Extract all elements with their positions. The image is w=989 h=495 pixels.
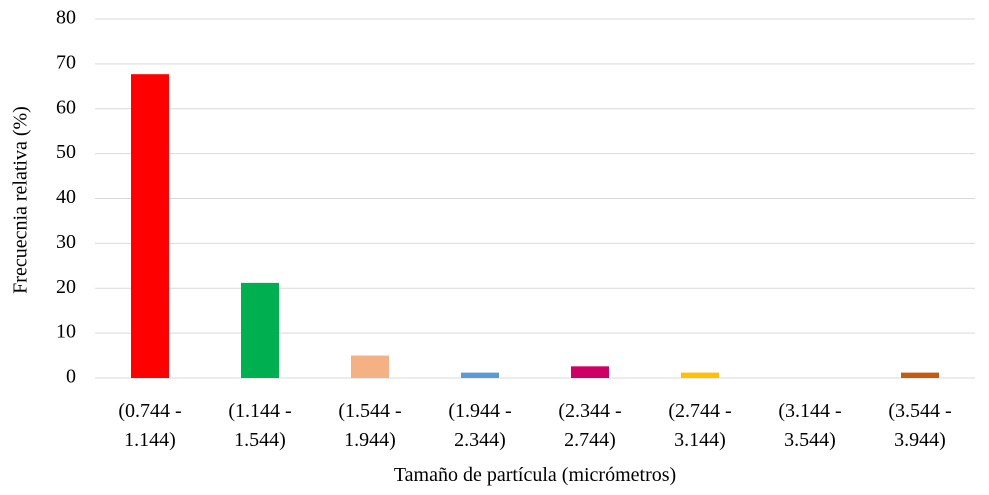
x-tick-label: (0.744 - 1.144) bbox=[118, 400, 182, 451]
bar bbox=[681, 372, 719, 378]
y-tick-label: 60 bbox=[56, 96, 76, 118]
y-tick-label: 20 bbox=[56, 276, 76, 298]
x-tick-label: (3.544 - 3.944) bbox=[888, 400, 952, 451]
x-tick-label: (2.744 - 3.144) bbox=[668, 400, 732, 451]
x-tick-label: (1.544 - 1.944) bbox=[338, 400, 402, 451]
x-tick-label: (3.144 - 3.544) bbox=[778, 400, 842, 451]
bar bbox=[461, 372, 499, 378]
y-tick-label: 80 bbox=[56, 7, 76, 29]
y-tick-label: 50 bbox=[56, 141, 76, 163]
y-tick-label: 0 bbox=[66, 366, 76, 388]
y-tick-label: 30 bbox=[56, 231, 76, 253]
bar bbox=[241, 282, 279, 378]
x-axis-title: Tamaño de partícula (micrómetros) bbox=[393, 464, 677, 486]
y-tick-label: 10 bbox=[56, 321, 76, 343]
bar bbox=[571, 366, 609, 378]
x-tick-label: (1.144 - 1.544) bbox=[228, 400, 292, 451]
y-axis-title: Frecuecnia relativa (%) bbox=[10, 106, 32, 294]
bar bbox=[351, 355, 389, 378]
bar bbox=[131, 74, 169, 378]
x-tick-label: (1.944 - 2.344) bbox=[448, 400, 512, 451]
y-tick-label: 40 bbox=[56, 186, 76, 208]
bar bbox=[901, 372, 939, 378]
x-tick-label: (2.344 - 2.744) bbox=[558, 400, 622, 451]
y-tick-label: 70 bbox=[56, 51, 76, 73]
